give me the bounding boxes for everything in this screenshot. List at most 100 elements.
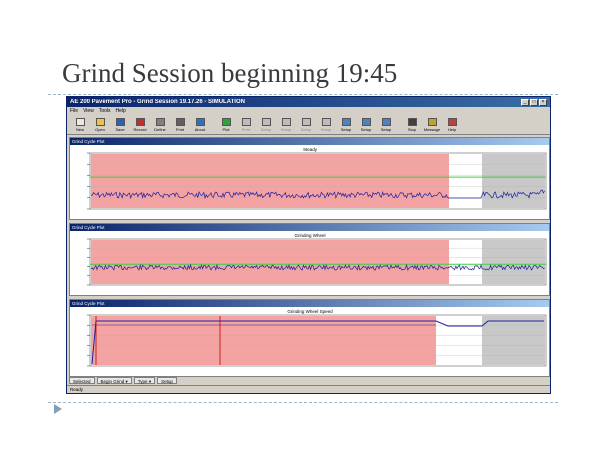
toolbar-button-label: Setup — [300, 126, 312, 132]
toolbar-button-define[interactable]: Define — [150, 116, 170, 134]
toolbar-button-setup[interactable]: Setup — [336, 116, 356, 134]
app-window: AE 200 Pavement Pro - Grind Session 19.1… — [66, 96, 551, 394]
toolbar-button-label: Setup — [320, 126, 332, 132]
toolbar-button-label: Open — [95, 126, 105, 132]
toolbar-button-label: Record — [133, 126, 147, 132]
series-line — [90, 189, 545, 200]
toolbar-button-setup[interactable]: Setup — [256, 116, 276, 134]
top-divider — [48, 94, 558, 95]
stop-icon — [407, 117, 417, 126]
menu-view[interactable]: View — [83, 108, 94, 114]
plot-heading: Steady — [303, 147, 318, 152]
toolbar-button-open[interactable]: Open — [90, 116, 110, 134]
tab-selected[interactable]: Selected — [69, 377, 95, 384]
toolbar-button-label: Message — [423, 126, 441, 132]
alarm-zone — [91, 316, 436, 365]
toolbar-button-setup[interactable]: Setup — [376, 116, 396, 134]
toolbar-button-label: Help — [447, 126, 457, 132]
series-line — [90, 263, 545, 271]
toolbar-button-label: Setup — [280, 126, 292, 132]
bottom-divider — [48, 402, 558, 403]
toolbar-button-save[interactable]: Save — [110, 116, 130, 134]
save-icon — [115, 117, 125, 126]
grinding-wheel-plot[interactable]: Grinding Wheel — [70, 231, 549, 295]
toolbar-button-message[interactable]: Message — [422, 116, 442, 134]
setup-icon — [381, 117, 391, 126]
setup-icon — [321, 117, 331, 126]
toolbar-button-stop[interactable]: Stop — [402, 116, 422, 134]
setup-icon — [361, 117, 371, 126]
minimize-icon[interactable]: _ — [521, 98, 529, 106]
slide-title: Grind Session beginning 19:45 — [62, 58, 398, 88]
maximize-icon[interactable]: □ — [530, 98, 538, 106]
setup-icon — [341, 117, 351, 126]
steady-plot[interactable]: Steady — [70, 145, 549, 219]
setup-icon — [261, 117, 271, 126]
plot-heading: Grinding Wheel — [294, 233, 325, 238]
status-text: Ready — [70, 387, 84, 392]
toolbar-button-label: Plot — [222, 126, 230, 132]
new-icon — [75, 117, 85, 126]
pane-title: Grind Cycle Plot — [70, 224, 549, 231]
close-icon[interactable]: × — [539, 98, 547, 106]
idle-zone — [482, 240, 545, 284]
record-icon — [135, 117, 145, 126]
toolbar-button-new[interactable]: New — [70, 116, 90, 134]
toolbar-button-setup[interactable]: Setup — [276, 116, 296, 134]
toolbar-button-label: Print — [241, 126, 251, 132]
about-icon — [195, 117, 205, 126]
menu-help[interactable]: Help — [115, 108, 126, 114]
alarm-zone — [91, 154, 449, 208]
toolbar-button-help[interactable]: Help — [442, 116, 462, 134]
alarm-zone — [91, 240, 449, 284]
wheel-speed-plot[interactable]: Grinding Wheel Speed — [70, 307, 549, 376]
toolbar-button-label: About — [194, 126, 206, 132]
plot-heading: Grinding Wheel Speed — [287, 309, 333, 314]
print-icon — [241, 117, 251, 126]
menu-tools[interactable]: Tools — [98, 108, 111, 114]
pane-title: Grind Cycle Plot — [70, 300, 549, 307]
menu-file[interactable]: File — [70, 108, 79, 114]
plot-icon — [221, 117, 231, 126]
toolbar-button-label: Setup — [360, 126, 372, 132]
menu-bar: File View Tools Help — [67, 107, 550, 115]
toolbar-button-label: Save — [115, 126, 125, 132]
toolbar: New Open Save Record Define Print About Plot Pri… — [67, 115, 550, 135]
setup-icon — [301, 117, 311, 126]
idle-zone — [482, 316, 545, 365]
window-title: AE 200 Pavement Pro - Grind Session 19.1… — [70, 99, 245, 105]
open-icon — [95, 117, 105, 126]
toolbar-button-label: Setup — [340, 126, 352, 132]
toolbar-button-label: New — [75, 126, 84, 132]
setup-icon — [281, 117, 291, 126]
window-titlebar[interactable]: AE 200 Pavement Pro - Grind Session 19.1… — [67, 97, 550, 107]
toolbar-button-label: Print — [175, 126, 185, 132]
tab-setup[interactable]: Setup — [157, 377, 177, 384]
bullet-icon — [54, 404, 62, 414]
toolbar-button-print[interactable]: Print — [236, 116, 256, 134]
toolbar-button-record[interactable]: Record — [130, 116, 150, 134]
pane-steady: Grind Cycle Plot Steady — [69, 137, 550, 220]
idle-zone — [482, 154, 545, 208]
status-bar: Ready — [67, 385, 550, 393]
toolbar-button-about[interactable]: About — [190, 116, 210, 134]
pane-title: Grind Cycle Plot — [70, 138, 549, 145]
toolbar-button-label: Stop — [407, 126, 417, 132]
tab-begin-grind[interactable]: Begin Grind — [96, 377, 132, 384]
toolbar-button-setup[interactable]: Setup — [316, 116, 336, 134]
toolbar-button-setup[interactable]: Setup — [296, 116, 316, 134]
message-icon — [427, 117, 437, 126]
help-icon — [447, 117, 457, 126]
pane-wheel-speed: Grind Cycle Plot Grinding Wheel Speed — [69, 299, 550, 377]
bottom-tabs: Selected Begin Grind Type Setup — [69, 377, 179, 384]
print-icon — [175, 117, 185, 126]
pane-grinding-wheel: Grind Cycle Plot Grinding Wheel — [69, 223, 550, 296]
toolbar-button-print[interactable]: Print — [170, 116, 190, 134]
toolbar-button-label: Define — [154, 126, 166, 132]
toolbar-button-setup[interactable]: Setup — [356, 116, 376, 134]
toolbar-button-label: Setup — [260, 126, 272, 132]
toolbar-button-plot[interactable]: Plot — [216, 116, 236, 134]
tab-type[interactable]: Type — [133, 377, 156, 384]
toolbar-button-label: Setup — [380, 126, 392, 132]
define-icon — [155, 117, 165, 126]
